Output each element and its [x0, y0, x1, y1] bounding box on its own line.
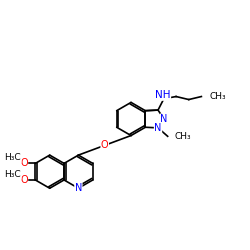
Text: O: O: [20, 158, 28, 168]
Text: H₃C: H₃C: [4, 154, 21, 162]
Text: CH₃: CH₃: [210, 92, 226, 101]
Text: CH₃: CH₃: [174, 132, 191, 141]
Text: NH: NH: [155, 90, 170, 100]
Text: H₃C: H₃C: [4, 170, 21, 179]
Text: O: O: [20, 175, 28, 185]
Text: O: O: [101, 140, 108, 150]
Text: N: N: [154, 123, 162, 133]
Text: N: N: [75, 183, 82, 193]
Text: N: N: [160, 114, 168, 124]
